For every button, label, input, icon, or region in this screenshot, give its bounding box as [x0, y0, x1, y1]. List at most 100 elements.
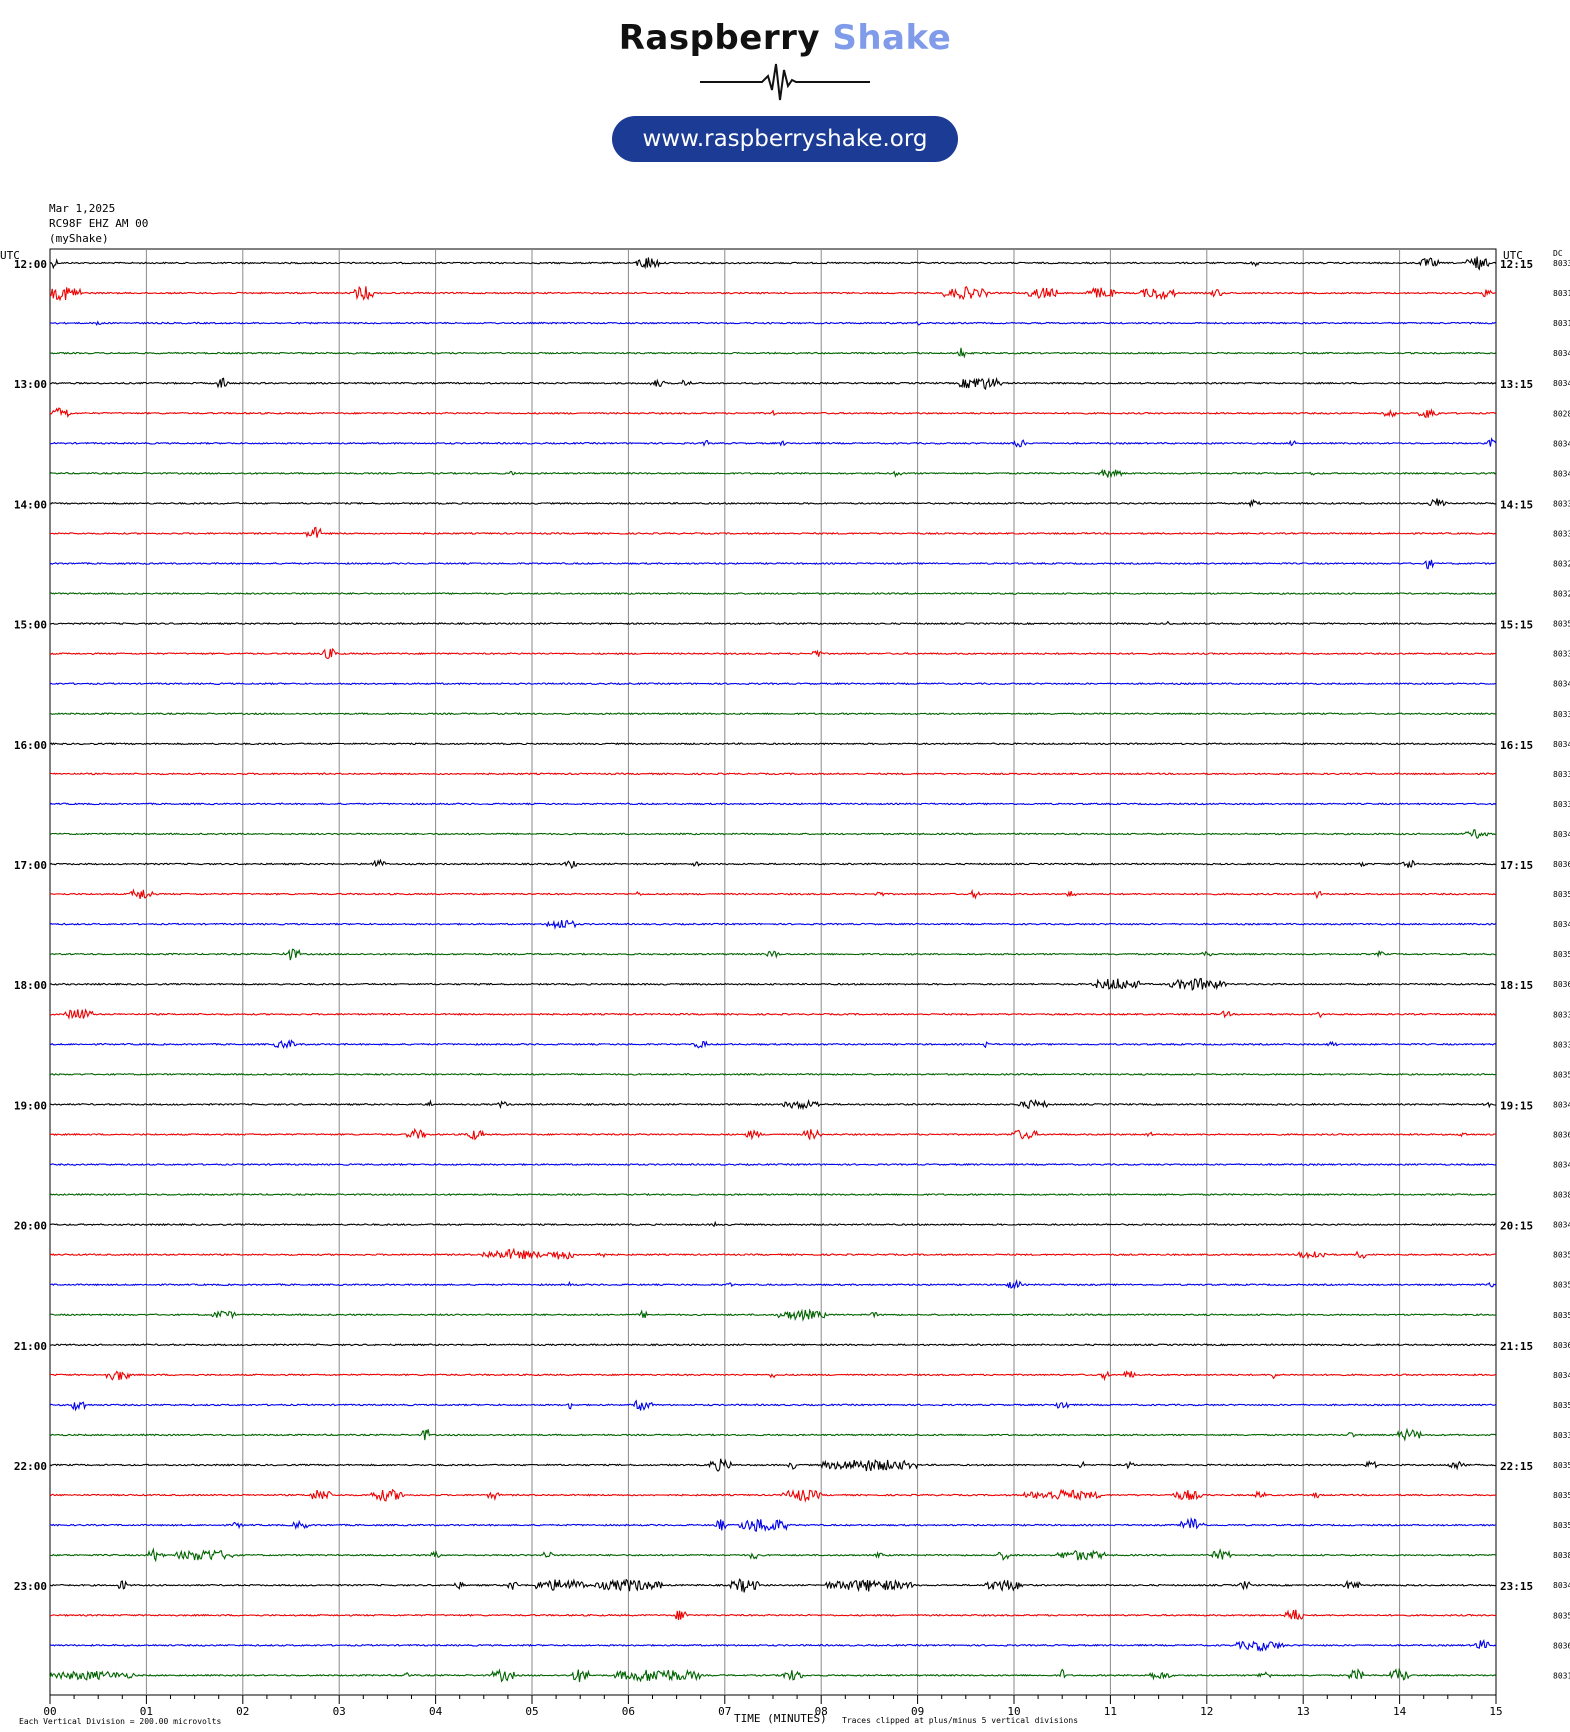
x-tick-label: 05 — [525, 1705, 538, 1718]
hour-label-right: 21:15 — [1500, 1340, 1533, 1353]
dc-offset-label: 8035 — [1553, 620, 1570, 629]
dc-offset-label: 8036 — [1553, 1130, 1570, 1139]
dc-offset-label: 8033 — [1553, 1010, 1570, 1019]
x-tick-label: 09 — [911, 1705, 924, 1718]
x-axis-title: TIME (MINUTES) — [734, 1712, 827, 1725]
dc-offset-label: 8035 — [1553, 950, 1570, 959]
seismic-trace — [49, 1247, 1497, 1260]
seismic-trace — [49, 1516, 1496, 1532]
station-id: RC98F EHZ AM 00 — [49, 217, 149, 230]
hour-label-right: 20:15 — [1500, 1220, 1533, 1233]
dc-offset-label: 8034 — [1553, 920, 1570, 929]
dc-offset-label: 8035 — [1553, 1521, 1570, 1530]
dc-offset-label: 8033 — [1553, 529, 1570, 538]
seismic-trace — [49, 1008, 1497, 1020]
seismic-trace — [49, 1162, 1497, 1167]
x-tick-label: 08 — [815, 1705, 828, 1718]
seismic-trace — [49, 1578, 1497, 1593]
seismic-trace — [49, 1427, 1497, 1442]
x-tick-label: 07 — [718, 1705, 731, 1718]
seismic-trace — [49, 712, 1497, 716]
seismic-trace — [49, 1667, 1497, 1683]
dc-offset-label: 8035 — [1553, 1491, 1570, 1500]
dc-offset-label: 8033 — [1553, 800, 1570, 809]
seismic-trace — [49, 407, 1497, 419]
plot-frame — [49, 248, 1497, 1696]
seismic-trace — [49, 1458, 1497, 1472]
clip-note: Traces clipped at plus/minus 5 vertical … — [842, 1716, 1079, 1725]
hour-label-right: 17:15 — [1500, 859, 1533, 872]
record-date: Mar 1,2025 — [49, 202, 116, 215]
dc-offset-label: 8035 — [1553, 1461, 1570, 1470]
x-tick-label: 14 — [1393, 1705, 1407, 1718]
dc-offset-label: 8036 — [1553, 1341, 1570, 1350]
seismic-trace — [49, 1072, 1496, 1076]
hour-label-left: 16:00 — [14, 739, 47, 752]
dc-offset-label: 8035 — [1553, 1251, 1570, 1260]
dc-offset-label: 8035 — [1553, 1281, 1570, 1290]
logo-name-shake: Shake — [832, 18, 952, 58]
website-link[interactable]: www.raspberryshake.org — [612, 116, 958, 162]
dc-offset-label: 8036 — [1553, 860, 1570, 869]
seismic-trace — [49, 320, 1497, 327]
dc-offset-label: 8035 — [1553, 1611, 1570, 1620]
seismic-trace — [49, 919, 1497, 930]
logo-title: Raspberry Shake — [0, 18, 1570, 58]
dc-offset-label: 8035 — [1553, 1311, 1570, 1320]
hour-label-left: 21:00 — [14, 1340, 47, 1353]
seismic-trace — [49, 682, 1497, 686]
seismic-trace — [49, 1098, 1497, 1111]
dc-offset-label: 8034 — [1553, 1371, 1570, 1380]
seismic-trace — [49, 437, 1497, 448]
seismic-trace — [49, 1547, 1497, 1563]
hour-label-right: 18:15 — [1500, 979, 1533, 992]
hour-label-left: 23:00 — [14, 1580, 47, 1593]
seismic-trace — [49, 647, 1497, 660]
seismic-trace — [49, 256, 1497, 271]
seismic-trace — [49, 1399, 1497, 1412]
dc-offset-label: 8034 — [1553, 1581, 1570, 1590]
seismic-trace — [49, 1192, 1497, 1197]
dc-offset-label: 8033 — [1553, 259, 1570, 268]
x-tick-label: 12 — [1200, 1705, 1213, 1718]
hour-label-right: 13:15 — [1500, 378, 1533, 391]
seismic-trace — [49, 1343, 1497, 1347]
dc-offset-label: 8033 — [1553, 710, 1570, 719]
scale-note: Each Vertical Division = 200.00 microvol… — [19, 1717, 222, 1726]
seismic-trace — [49, 1639, 1497, 1653]
x-tick-label: 00 — [43, 1705, 56, 1718]
hour-label-left: 12:00 — [14, 258, 47, 271]
seismic-trace — [49, 620, 1497, 626]
x-tick-label: 06 — [622, 1705, 635, 1718]
seismic-trace — [49, 1488, 1497, 1503]
dc-offset-label: 8038 — [1553, 1551, 1570, 1560]
seismic-trace — [49, 1609, 1497, 1621]
seismic-trace — [49, 772, 1497, 776]
seismic-trace — [49, 802, 1497, 806]
x-tick-label: 11 — [1104, 1705, 1117, 1718]
dc-offset-label: 8034 — [1553, 469, 1570, 478]
dc-offset-label: 8028 — [1553, 409, 1570, 418]
dc-offset-label: 8033 — [1553, 770, 1570, 779]
dc-offset-label: 8034 — [1553, 439, 1570, 448]
seismic-trace — [50, 526, 1497, 539]
seismic-trace — [49, 977, 1497, 991]
hour-label-left: 20:00 — [14, 1220, 47, 1233]
right-axis-title: UTC — [1503, 249, 1523, 262]
dc-offset-label: 8034 — [1553, 1221, 1570, 1230]
dc-offset-label: 8035 — [1553, 1070, 1570, 1079]
hour-label-right: 15:15 — [1500, 619, 1533, 632]
seismograph-logo-icon — [700, 63, 870, 101]
x-tick-label: 01 — [140, 1705, 153, 1718]
seismic-trace — [49, 1279, 1497, 1290]
dc-offset-label: 8034 — [1553, 1100, 1570, 1109]
dc-offset-label: 8034 — [1553, 740, 1570, 749]
seismic-trace — [49, 468, 1497, 479]
network-name: (myShake) — [49, 232, 109, 245]
seismic-trace — [49, 948, 1497, 961]
dc-offset-label: 8034 — [1553, 680, 1570, 689]
seismic-trace — [49, 347, 1497, 359]
seismic-trace — [50, 1308, 1497, 1322]
dc-offset-label: 8035 — [1553, 1401, 1570, 1410]
